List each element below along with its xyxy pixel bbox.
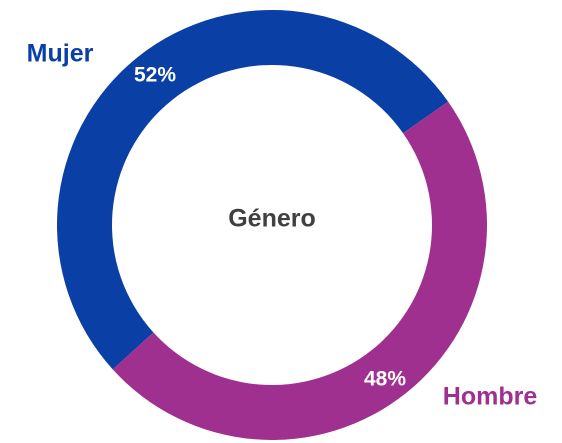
value-label: 48% bbox=[364, 368, 406, 391]
slice bbox=[112, 101, 488, 441]
category-label: Hombre bbox=[443, 383, 538, 411]
slice bbox=[57, 10, 449, 370]
category-label: Mujer bbox=[27, 40, 94, 68]
chart-title: Género bbox=[228, 205, 316, 233]
value-label: 52% bbox=[134, 64, 176, 87]
